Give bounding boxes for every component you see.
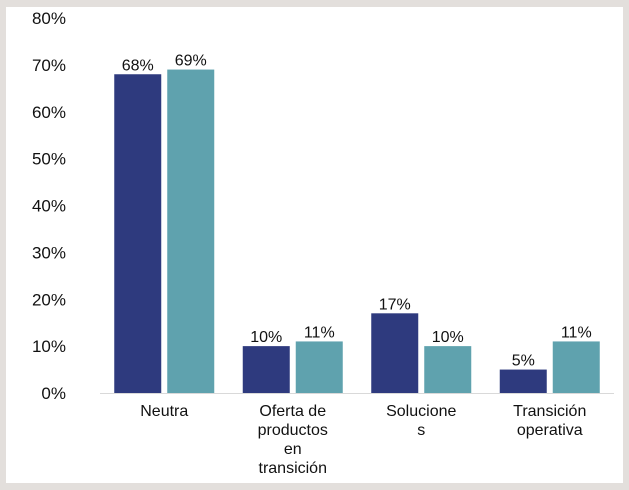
bars [114,69,600,393]
bar [499,369,547,393]
bar [114,74,162,393]
x-tick-label: Transición [513,403,586,420]
data-label: 11% [304,324,335,341]
data-label: 68% [122,57,154,74]
x-tick-label: Neutra [140,403,188,420]
bar [552,341,600,393]
data-label: 69% [175,53,207,70]
bar [242,346,290,393]
chart-frame: 0% 10% 20% 30% 40% 50% 60% 70% 80% 68% 69% 10% 11% 1… [6,7,623,483]
y-tick-label: 50% [32,150,66,169]
x-axis: Neutra Oferta de productos en transición Solu… [140,403,586,477]
y-axis: 0% 10% 20% 30% 40% 50% 60% 70% 80% [32,9,66,403]
y-tick-label: 0% [41,384,66,403]
bar [167,69,215,393]
x-tick-label: Solucione [386,403,456,420]
bar [295,341,343,393]
y-tick-label: 40% [32,197,66,216]
x-tick-label: Oferta de [259,403,326,420]
y-tick-label: 20% [32,290,66,309]
y-tick-label: 30% [32,243,66,262]
x-tick-label: transición [259,460,327,477]
y-tick-label: 70% [32,56,66,75]
data-label: 10% [250,329,282,346]
y-tick-label: 60% [32,103,66,122]
bar [424,346,472,393]
data-label: 10% [432,329,464,346]
data-label: 5% [512,353,535,370]
data-labels: 68% 69% 10% 11% 17% 10% 5% 11% [122,53,592,370]
data-label: 17% [379,296,411,313]
y-tick-label: 10% [32,337,66,356]
x-tick-label: productos [258,422,328,439]
y-tick-label: 80% [32,9,66,28]
bar [371,313,419,393]
data-label: 11% [561,324,592,341]
x-tick-label: operativa [517,422,583,439]
x-tick-label: en [284,441,302,458]
x-tick-label: s [417,422,425,439]
bar-chart: 0% 10% 20% 30% 40% 50% 60% 70% 80% 68% 69% 10% 11% 1… [32,9,614,477]
